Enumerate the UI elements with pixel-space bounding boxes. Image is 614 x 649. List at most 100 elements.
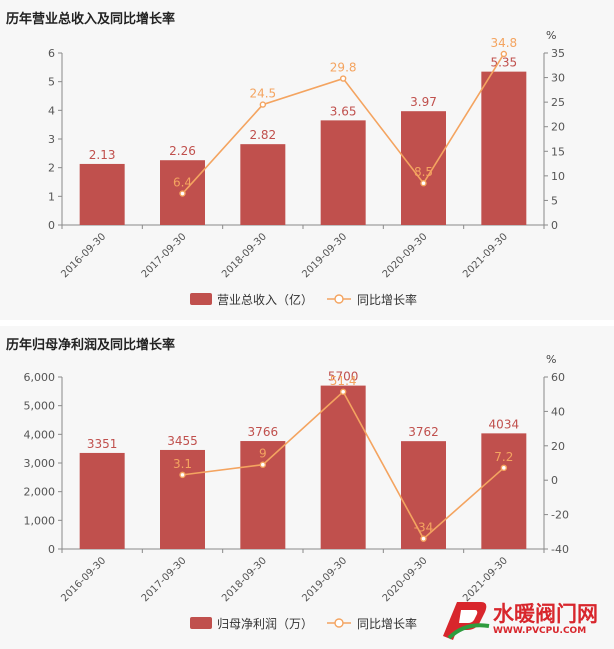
legend-bar-swatch <box>190 617 212 629</box>
y-left-tick-label: 6,000 <box>24 371 56 384</box>
y-left-tick-label: 4,000 <box>24 428 56 441</box>
bar-value-label: 3766 <box>248 425 279 439</box>
y-right-tick-label: 25 <box>551 96 565 109</box>
y-right-tick-label: 10 <box>551 170 565 183</box>
growth-point <box>339 388 347 395</box>
y-right-tick-label: -40 <box>551 543 569 556</box>
legend-bar-label: 营业总收入（亿） <box>217 292 313 307</box>
bar-value-label: 3.97 <box>410 95 437 109</box>
growth-point <box>420 180 427 187</box>
x-tick-label: 2018-09-30 <box>220 231 269 280</box>
bar <box>79 163 125 225</box>
bar <box>240 144 286 225</box>
growth-value-label: 34.8 <box>490 36 517 50</box>
y-left-tick-label: 0 <box>48 543 55 556</box>
growth-point <box>420 535 427 542</box>
bar <box>401 111 446 225</box>
bar <box>79 452 125 549</box>
y-left-tick-label: 5,000 <box>24 400 56 413</box>
growth-value-label: -34 <box>414 521 434 535</box>
y-right-unit: % <box>546 29 556 42</box>
bar-value-label: 3455 <box>167 434 198 448</box>
growth-point <box>500 50 508 58</box>
profit-chart-panel: 历年归母净利润及同比增长率 0 1,000 2,000 3,000 4,000 5,000… <box>0 326 614 649</box>
bar-value-label: 4034 <box>489 417 520 431</box>
bar-value-label: 3.65 <box>330 104 357 118</box>
growth-value-label: 8.5 <box>414 165 433 179</box>
x-tick-label: 2018-09-30 <box>220 555 269 604</box>
growth-point <box>259 461 267 468</box>
y-left-tick-label: 5 <box>48 76 55 89</box>
bar-value-label: 3351 <box>87 437 118 451</box>
profit-chart: 0 1,000 2,000 3,000 4,000 5,000 6,000 -40 -20 0 20… <box>24 353 569 631</box>
legend-line-label: 同比增长率 <box>357 292 417 307</box>
x-tick-label: 2017-09-30 <box>140 231 189 280</box>
y-right-tick-label: 15 <box>551 145 565 158</box>
growth-value-label: 6.4 <box>173 176 192 190</box>
y-right-tick-label: 30 <box>551 72 565 85</box>
y-right-tick-label: 0 <box>551 474 558 487</box>
x-tick-label: 2019-09-30 <box>300 231 349 280</box>
legend-line-marker <box>334 294 344 304</box>
growth-point <box>179 471 186 479</box>
y-left-tick-label: 1,000 <box>24 514 56 527</box>
y-right-tick-label: 5 <box>551 194 558 207</box>
bar-value-label: 2.13 <box>89 148 116 162</box>
growth-value-label: 7.2 <box>494 450 513 464</box>
y-left-tick-label: 1 <box>48 190 55 203</box>
growth-point <box>259 101 267 108</box>
y-right-tick-label: 60 <box>551 371 565 384</box>
x-tick-label: 2021-09-30 <box>461 231 510 280</box>
revenue-chart: 0 1 2 3 4 5 6 0 5 10 15 20 25 30 35% 2016-09-30 2017-09-… <box>48 29 565 307</box>
watermark-text: 水暖阀门网 <box>493 602 598 626</box>
y-left-tick-label: 3,000 <box>24 457 56 470</box>
y-left-tick-label: 4 <box>48 104 55 117</box>
bar <box>401 441 446 549</box>
bar-value-label: 5700 <box>328 370 359 384</box>
growth-point <box>339 75 347 82</box>
legend-line-label: 同比增长率 <box>357 616 417 631</box>
y-right-tick-label: -20 <box>551 509 569 522</box>
bar-value-label: 2.26 <box>169 144 196 158</box>
y-right-tick-label: 20 <box>551 121 565 134</box>
x-tick-label: 2020-09-30 <box>381 231 430 280</box>
growth-value-label: 24.5 <box>249 87 276 101</box>
growth-point <box>500 464 508 472</box>
y-right-unit: % <box>546 353 556 366</box>
legend-bar-label: 归母净利润（万） <box>217 617 313 631</box>
y-left-tick-label: 2,000 <box>24 486 56 499</box>
growth-point <box>179 190 186 197</box>
pvc-logo-icon <box>443 602 490 640</box>
y-left-tick-label: 0 <box>48 219 55 232</box>
bar <box>481 71 527 225</box>
growth-value-label: 51.4 <box>330 374 357 388</box>
bar <box>240 441 286 549</box>
y-left-tick-label: 6 <box>48 47 55 60</box>
x-tick-label: 2020-09-30 <box>381 555 430 604</box>
bar-value-label: 2.82 <box>249 128 276 142</box>
revenue-chart-panel: 历年营业总收入及同比增长率 0 1 2 3 4 5 6 0 5 10 15 20 25 30 35% 2016… <box>0 0 614 320</box>
bar <box>481 433 527 549</box>
bar <box>320 385 366 549</box>
y-right-tick-label: 40 <box>551 405 565 418</box>
y-left-tick-label: 2 <box>48 162 55 175</box>
watermark-logo: 水暖阀门网 WWW.PVCPU.COM <box>435 596 613 646</box>
legend-bar-swatch <box>190 293 212 305</box>
y-right-tick-label: 0 <box>551 219 558 232</box>
growth-value-label: 3.1 <box>173 457 192 471</box>
growth-value-label: 29.8 <box>330 61 357 75</box>
watermark-url: WWW.PVCPU.COM <box>493 626 587 636</box>
x-tick-label: 2016-09-30 <box>59 555 108 604</box>
legend-line-marker <box>334 618 344 628</box>
bar-value-label: 3762 <box>408 425 439 439</box>
x-tick-label: 2017-09-30 <box>140 555 189 604</box>
y-right-tick-label: 20 <box>551 440 565 453</box>
chart-title: 历年归母净利润及同比增长率 <box>6 338 176 353</box>
y-left-tick-label: 3 <box>48 133 55 146</box>
x-tick-label: 2019-09-30 <box>300 555 349 604</box>
x-tick-label: 2016-09-30 <box>59 231 108 280</box>
chart-title: 历年营业总收入及同比增长率 <box>6 12 176 27</box>
bar <box>320 120 366 225</box>
y-right-tick-label: 35 <box>551 47 565 60</box>
growth-value-label: 9 <box>259 447 267 461</box>
